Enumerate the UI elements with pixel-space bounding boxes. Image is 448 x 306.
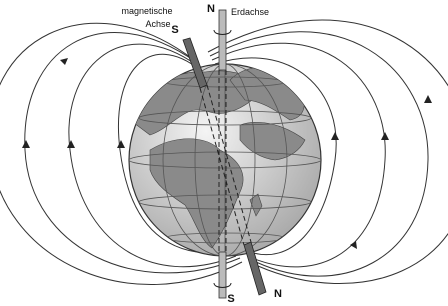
earth-axis-label: Erdachse (231, 7, 269, 17)
magnetic-axis-label: Achse (145, 19, 170, 29)
geographic-south-label: S (227, 293, 234, 305)
magnetic-axis-label: magnetische (121, 6, 172, 16)
magnetic-field-diagram: magnetische Achse S N Erdachse S N (0, 0, 448, 306)
magnetic-south-label: S (171, 24, 178, 36)
magnetic-north-label: N (274, 288, 282, 300)
globe (129, 64, 321, 256)
geographic-north-label: N (207, 3, 215, 15)
page: magnetische Achse S N Erdachse S N (() =… (0, 0, 448, 306)
